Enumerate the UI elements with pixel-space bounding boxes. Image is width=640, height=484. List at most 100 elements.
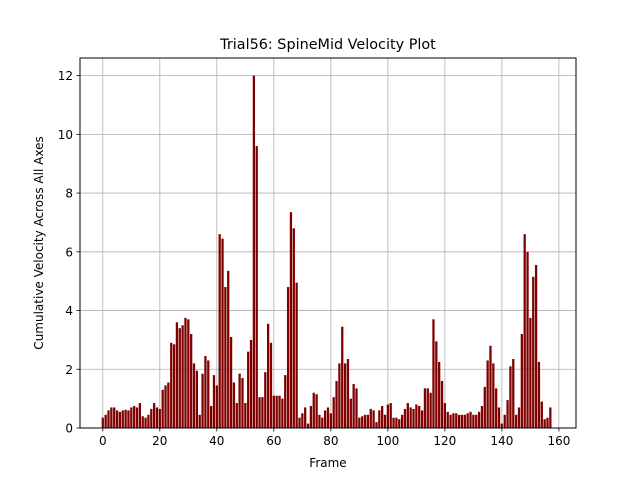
velocity-bar — [486, 360, 489, 428]
velocity-bar — [127, 410, 130, 428]
velocity-bar — [506, 400, 509, 428]
velocity-bar — [266, 323, 270, 428]
velocity-bar — [381, 405, 384, 428]
velocity-bar — [463, 414, 466, 428]
velocity-bar — [201, 373, 204, 428]
velocity-bar — [335, 381, 338, 428]
velocity-bar — [338, 363, 341, 428]
velocity-bar — [281, 398, 284, 428]
velocity-bar — [435, 341, 438, 428]
velocity-bar — [489, 345, 492, 428]
x-tick-label: 20 — [152, 434, 167, 448]
velocity-bar — [258, 397, 261, 428]
velocity-bar — [195, 370, 199, 428]
velocity-bar — [389, 403, 392, 428]
velocity-bar — [121, 410, 124, 428]
velocity-bar — [170, 342, 173, 428]
velocity-bar — [272, 395, 275, 428]
velocity-bar — [264, 372, 267, 428]
velocity-bar — [301, 413, 304, 428]
velocity-bar — [526, 251, 529, 428]
velocity-bar — [227, 270, 230, 428]
x-tick-label: 160 — [547, 434, 570, 448]
velocity-bar — [466, 413, 469, 428]
velocity-bar — [104, 414, 107, 428]
velocity-bar — [167, 382, 170, 428]
velocity-bar — [432, 319, 435, 428]
velocity-bar — [161, 389, 164, 428]
velocity-bar — [252, 75, 256, 428]
velocity-bar — [358, 417, 361, 428]
velocity-bar — [118, 411, 122, 428]
velocity-bar — [395, 417, 398, 428]
velocity-bar — [204, 356, 207, 428]
velocity-bar — [249, 339, 253, 428]
velocity-bar — [415, 404, 418, 428]
velocity-bar — [124, 409, 127, 428]
velocity-bar — [218, 234, 221, 428]
velocity-bar — [361, 416, 364, 428]
velocity-bar — [369, 408, 372, 428]
y-tick-label: 8 — [65, 187, 73, 201]
velocity-bar — [175, 322, 179, 428]
velocity-bar — [255, 146, 258, 428]
velocity-bar — [212, 375, 216, 428]
velocity-bar — [500, 423, 504, 428]
y-tick-label: 10 — [58, 128, 73, 142]
velocity-bar — [372, 410, 375, 428]
velocity-bar — [152, 403, 156, 428]
y-tick-label: 4 — [65, 304, 73, 318]
velocity-bar — [412, 408, 415, 428]
velocity-bar — [192, 363, 196, 428]
velocity-bar — [141, 416, 144, 428]
velocity-bar — [472, 414, 475, 428]
velocity-bar — [135, 407, 139, 428]
velocity-bar — [207, 360, 210, 428]
velocity-bar — [375, 422, 378, 428]
velocity-bar — [286, 287, 290, 428]
velocity-bar — [101, 417, 104, 428]
velocity-bar — [278, 395, 281, 428]
velocity-bar — [172, 344, 176, 428]
velocity-bar — [318, 414, 321, 428]
y-axis-ticks: 0 2 4 6 8 10 12 — [58, 69, 80, 436]
velocity-bar — [438, 361, 441, 428]
velocity-bar — [346, 358, 350, 428]
velocity-bar — [457, 414, 461, 428]
velocity-bar — [341, 326, 344, 428]
velocity-bar — [150, 408, 153, 428]
velocity-bar — [537, 361, 541, 428]
velocity-bar — [306, 423, 310, 428]
velocity-bar — [546, 417, 549, 428]
x-axis-ticks: 0 20 40 60 80 100 120 140 160 — [99, 428, 570, 448]
velocity-bar — [321, 417, 324, 428]
velocity-bar — [343, 363, 347, 428]
grid — [80, 58, 576, 429]
velocity-bar — [244, 403, 247, 428]
velocity-bar — [409, 407, 412, 428]
velocity-bar — [158, 408, 161, 428]
velocity-bar — [247, 351, 250, 428]
velocity-bar — [110, 407, 113, 428]
velocity-bar — [386, 404, 390, 428]
velocity-bar — [107, 410, 110, 428]
velocity-bar — [492, 363, 495, 428]
x-tick-label: 80 — [323, 434, 338, 448]
velocity-bar — [115, 410, 119, 428]
velocity-bar — [181, 325, 184, 428]
velocity-bar — [209, 405, 213, 428]
velocity-bar — [147, 414, 150, 428]
velocity-bar — [298, 417, 301, 428]
velocity-bar — [517, 407, 521, 428]
velocity-bar — [400, 414, 404, 428]
velocity-bar — [423, 388, 427, 428]
velocity-bar — [475, 414, 478, 428]
velocity-bar — [509, 366, 512, 428]
velocity-bar — [190, 334, 193, 428]
plot-frame — [79, 57, 577, 429]
y-tick-label: 0 — [65, 422, 73, 436]
velocity-bar — [324, 410, 327, 428]
